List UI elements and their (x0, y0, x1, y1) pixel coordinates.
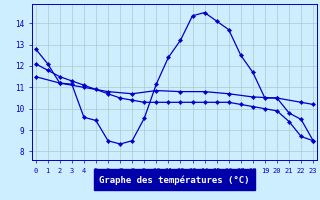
X-axis label: Graphe des températures (°C): Graphe des températures (°C) (99, 175, 250, 185)
